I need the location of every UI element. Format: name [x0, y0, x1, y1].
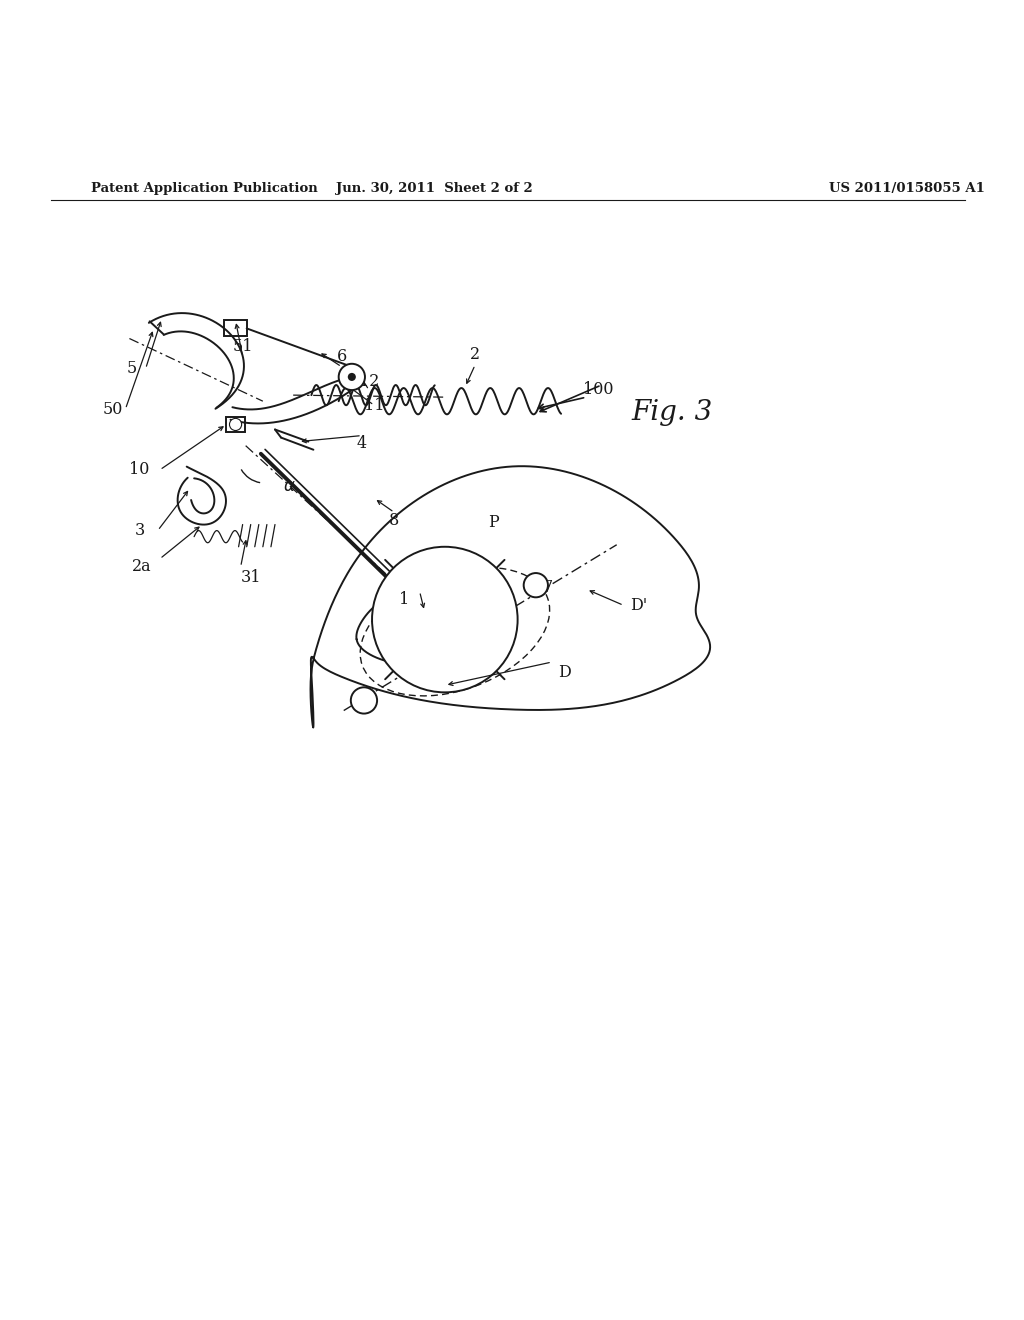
Circle shape: [229, 418, 242, 430]
Circle shape: [372, 546, 517, 693]
Text: 100: 100: [584, 380, 613, 397]
Text: 5: 5: [126, 360, 136, 378]
Text: D': D': [631, 597, 647, 614]
Circle shape: [339, 364, 365, 391]
Text: 12: 12: [358, 374, 379, 391]
Text: D: D: [558, 664, 570, 681]
Text: P: P: [488, 513, 499, 531]
Text: 10: 10: [129, 462, 150, 478]
Text: Patent Application Publication: Patent Application Publication: [91, 182, 317, 195]
Circle shape: [351, 688, 377, 714]
Text: 1: 1: [399, 591, 410, 607]
Text: Fig. 3: Fig. 3: [632, 399, 713, 426]
Text: $\alpha$: $\alpha$: [283, 478, 296, 495]
Text: 4: 4: [357, 436, 367, 453]
Text: 3: 3: [134, 523, 144, 539]
Text: 6: 6: [337, 348, 347, 366]
Text: 50: 50: [103, 401, 124, 417]
Circle shape: [523, 573, 548, 598]
Text: 51: 51: [232, 338, 253, 355]
Bar: [224, 321, 247, 337]
Text: 7: 7: [543, 578, 553, 595]
Text: 11: 11: [364, 397, 384, 413]
Circle shape: [348, 372, 356, 381]
Bar: [226, 417, 245, 432]
Text: Jun. 30, 2011  Sheet 2 of 2: Jun. 30, 2011 Sheet 2 of 2: [336, 182, 534, 195]
Text: US 2011/0158055 A1: US 2011/0158055 A1: [829, 182, 985, 195]
Text: 8: 8: [389, 512, 399, 529]
Text: 2a: 2a: [132, 558, 152, 576]
Text: 31: 31: [241, 569, 261, 586]
Text: 2: 2: [470, 346, 480, 363]
